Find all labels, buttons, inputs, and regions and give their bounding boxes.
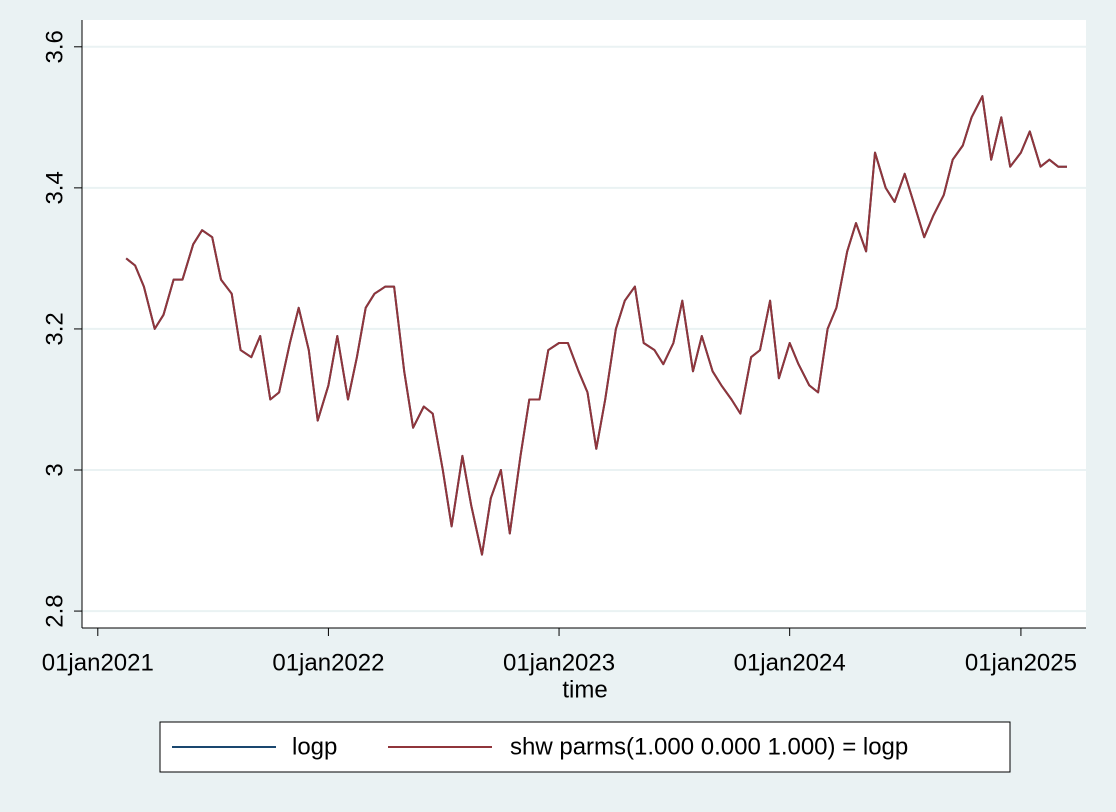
x-tick-label: 01jan2021 <box>42 649 154 676</box>
x-tick-label: 01jan2023 <box>503 649 615 676</box>
x-tick-label: 01jan2025 <box>965 649 1077 676</box>
plot-area <box>82 20 1086 628</box>
y-tick-label: 3 <box>41 463 68 476</box>
y-tick-label: 3.2 <box>41 312 68 345</box>
y-tick-label: 3.4 <box>41 171 68 204</box>
legend-box <box>159 721 1011 773</box>
series-line <box>125 95 1067 556</box>
x-tick-label: 01jan2022 <box>272 649 384 676</box>
legend-label: logp <box>292 733 337 760</box>
x-axis-title: time <box>562 676 607 703</box>
x-tick-label: 01jan2024 <box>734 649 846 676</box>
y-tick-label: 3.6 <box>41 30 68 63</box>
legend-label: shw parms(1.000 0.000 1.000) = logp <box>510 733 908 760</box>
y-tick-label: 2.8 <box>41 594 68 627</box>
